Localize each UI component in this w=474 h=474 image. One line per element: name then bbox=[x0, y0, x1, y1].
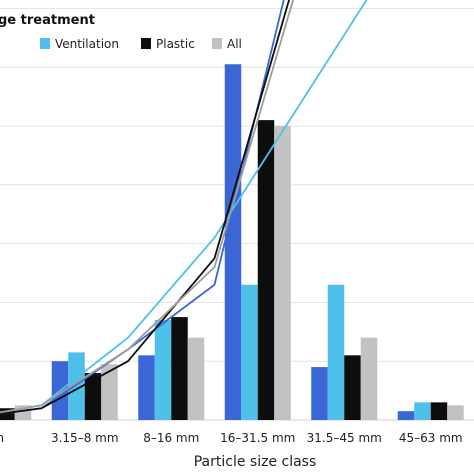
legend-items: trolVentilationPlasticAll bbox=[40, 37, 242, 51]
bar bbox=[68, 352, 85, 420]
legend-title: ge treatment bbox=[0, 13, 95, 28]
bar bbox=[187, 337, 205, 420]
bar bbox=[0, 408, 15, 420]
legend-swatch bbox=[141, 38, 151, 49]
x-tick-labels: m 3.15–8 mm 8–16 mm 16–31.5 mm 31.5–45 mm 45–… bbox=[0, 431, 463, 445]
x-axis-title: Particle size class bbox=[194, 454, 317, 470]
bar-series bbox=[0, 64, 464, 421]
bar bbox=[327, 284, 345, 420]
bar bbox=[84, 372, 102, 420]
bar bbox=[171, 317, 188, 420]
x-tick-label: 31.5–45 mm bbox=[307, 431, 382, 445]
cumulative-line bbox=[0, 0, 368, 414]
bar bbox=[138, 355, 155, 420]
legend-swatch bbox=[212, 38, 222, 49]
bar bbox=[397, 411, 415, 420]
bar bbox=[101, 364, 118, 420]
cumulative-line bbox=[0, 0, 295, 414]
cumulative-lines bbox=[0, 0, 368, 415]
legend-label: All bbox=[227, 37, 242, 51]
bar bbox=[344, 355, 361, 420]
bar bbox=[274, 126, 291, 420]
legend: ge treatment trolVentilationPlasticAll bbox=[0, 13, 242, 51]
legend-label: Ventilation bbox=[55, 37, 119, 51]
bar bbox=[241, 284, 258, 420]
x-tick-label: 16–31.5 mm bbox=[220, 431, 295, 445]
x-tick-label: 3.15–8 mm bbox=[51, 431, 119, 445]
x-tick-label: m bbox=[0, 431, 4, 445]
bar bbox=[360, 337, 378, 420]
bar bbox=[224, 64, 242, 420]
bar bbox=[447, 405, 464, 420]
x-tick-label: 8–16 mm bbox=[143, 431, 199, 445]
bar bbox=[257, 120, 275, 421]
bar bbox=[311, 367, 328, 420]
legend-label: Plastic bbox=[156, 37, 195, 51]
bar bbox=[154, 320, 172, 420]
bar bbox=[430, 402, 448, 420]
cumulative-line bbox=[0, 0, 290, 415]
bar bbox=[414, 402, 431, 420]
x-tick-label: 45–63 mm bbox=[399, 431, 463, 445]
legend-swatch bbox=[40, 38, 50, 49]
